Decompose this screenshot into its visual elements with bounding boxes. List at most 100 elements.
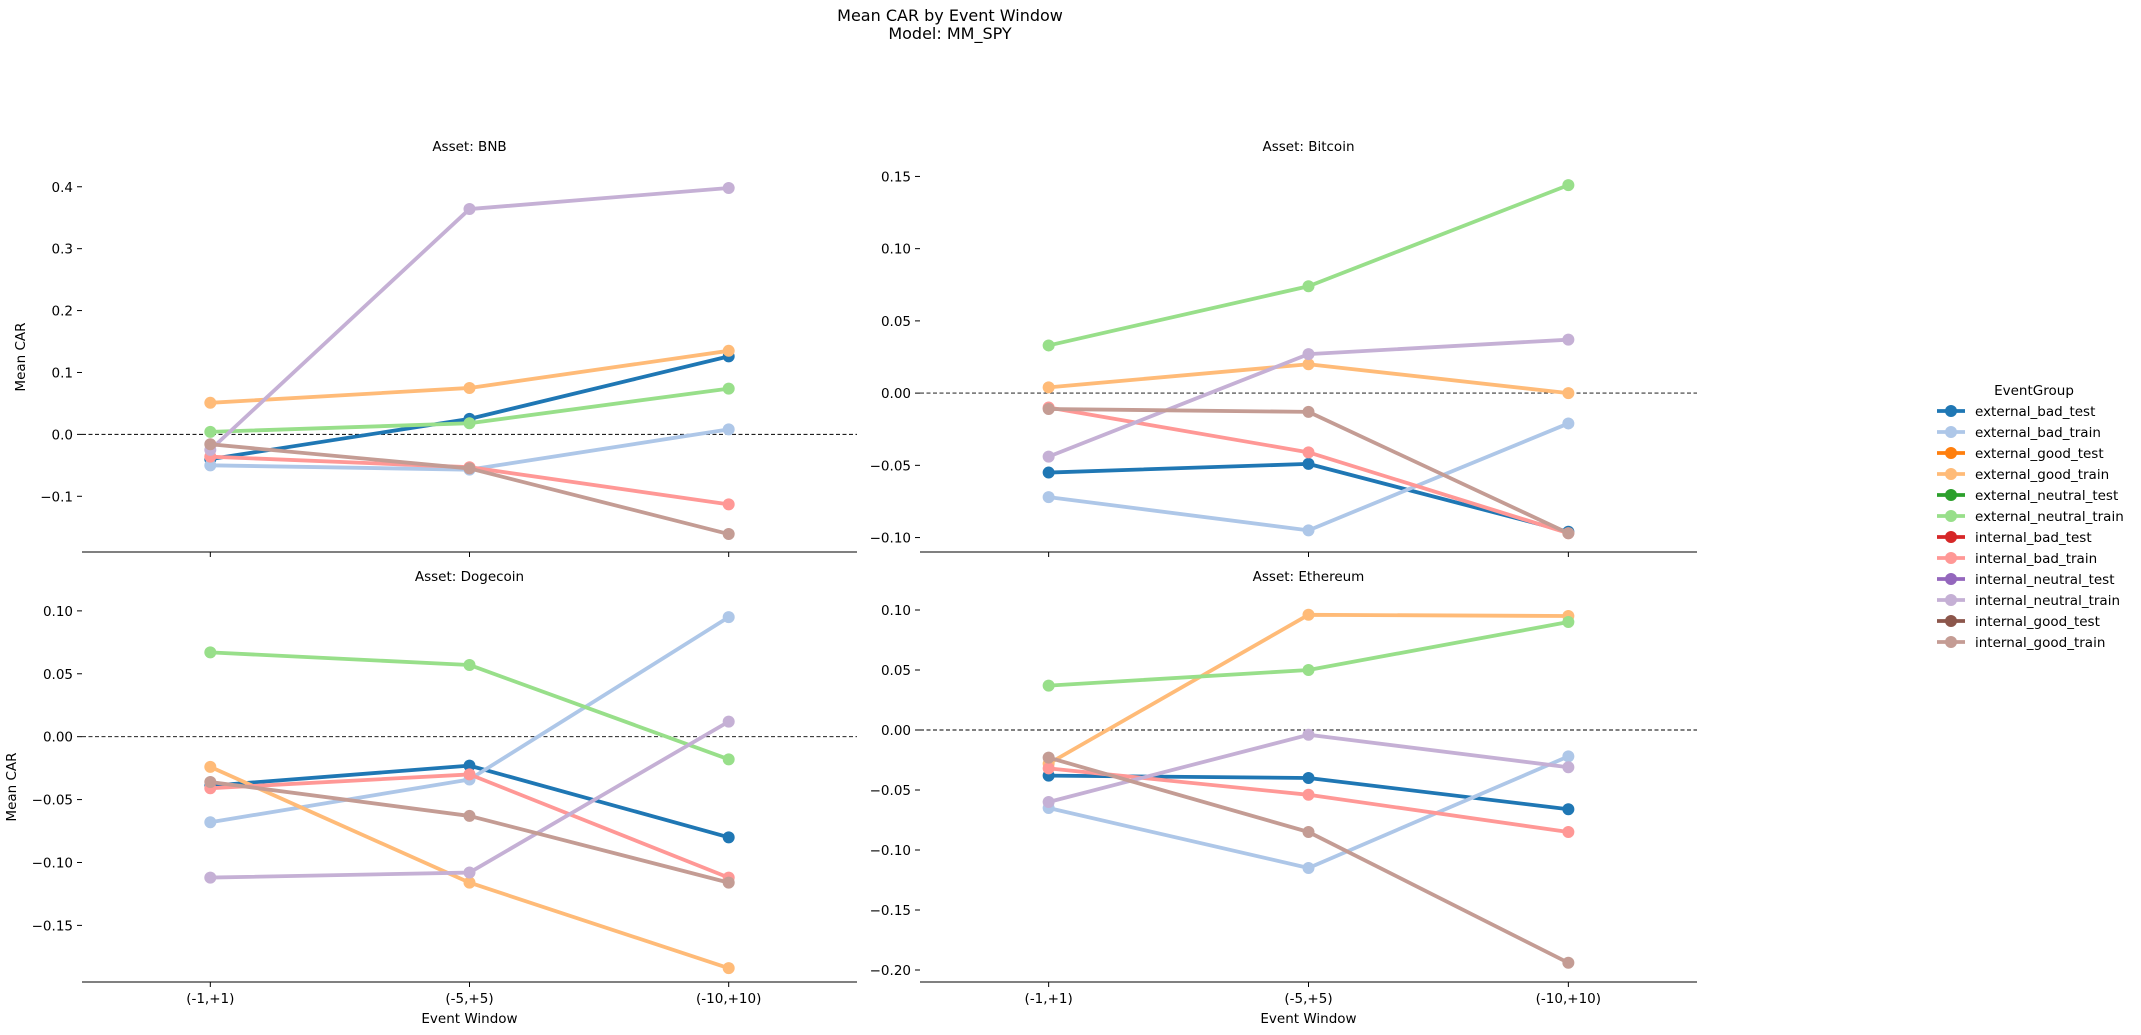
legend-marker [1945,468,1957,480]
data-point [1043,762,1055,774]
data-point [204,872,216,884]
legend-marker [1945,426,1957,438]
data-point [1303,458,1315,470]
series-line [210,444,728,534]
legend-label: external_neutral_test [1975,488,2118,504]
legend-marker [1945,573,1957,585]
legend: EventGroupexternal_bad_testexternal_bad_… [1937,383,2124,651]
data-point [1303,826,1315,838]
series-external-bad-train [1043,750,1575,874]
data-point [1303,729,1315,741]
y-tick-label: 0.10 [43,604,73,620]
data-point [1303,406,1315,418]
data-point [1562,957,1574,969]
legend-marker [1945,405,1957,417]
y-tick-label: 0.3 [52,242,73,258]
legend-entry-internal-good-test: internal_good_test [1937,614,2100,630]
y-tick-label: −0.05 [870,458,911,474]
x-tick-label: (-10,+10) [696,991,761,1007]
legend-marker [1945,447,1957,459]
y-tick-label: −0.20 [870,963,911,979]
series-internal-neutral-train [1043,334,1575,463]
legend-entry-internal-neutral-test: internal_neutral_test [1937,572,2115,588]
y-tick-label: −0.05 [32,793,73,809]
subplot-title: Asset: Bitcoin [1262,139,1354,155]
data-point [204,438,216,450]
data-point [723,423,735,435]
legend-label: external_bad_train [1975,425,2101,441]
data-point [1043,467,1055,479]
data-point [723,753,735,765]
data-point [1303,664,1315,676]
legend-entry-external-bad-train: external_bad_train [1937,425,2101,441]
legend-label: external_neutral_train [1975,509,2124,525]
data-point [204,397,216,409]
data-point [204,776,216,788]
y-tick-label: −0.10 [32,855,73,871]
data-point [464,768,476,780]
y-tick-label: −0.05 [870,783,911,799]
data-point [464,462,476,474]
series-external-bad-test [204,350,734,465]
data-point [723,498,735,510]
data-point [464,382,476,394]
data-point [1303,862,1315,874]
subplot-asset-bnb: Asset: BNB −0.1 0.0 0.1 0.2 0.3 0.4 Mean CAR [13,139,857,557]
legend-entry-external-good-train: external_good_train [1937,467,2109,483]
y-tick-label: 0.2 [52,304,73,320]
y-tick-label: 0.1 [52,365,73,381]
data-point [1562,334,1574,346]
data-point [723,345,735,357]
data-point [204,816,216,828]
data-point [204,646,216,658]
subplot-title: Asset: Dogecoin [415,569,524,585]
data-point [1043,752,1055,764]
legend-title: EventGroup [1994,383,2074,399]
data-point [204,426,216,438]
data-point [464,417,476,429]
data-point [464,659,476,671]
data-point [1043,403,1055,415]
subplot-asset-dogecoin: Asset: Dogecoin−0.15−0.10−0.050.000.050.… [4,569,857,1027]
data-point [1562,750,1574,762]
data-point [1303,280,1315,292]
data-point [1562,417,1574,429]
series-external-bad-train [1043,417,1575,536]
data-point [1303,348,1315,360]
legend-marker [1945,531,1957,543]
x-tick-label: (-5,+5) [1284,991,1332,1007]
legend-entry-external-good-test: external_good_test [1937,446,2104,462]
subplot-title: Asset: BNB [432,139,506,155]
x-tick-label: (-10,+10) [1536,991,1601,1007]
legend-entry-internal-good-train: internal_good_train [1937,635,2105,651]
legend-label: internal_good_test [1975,614,2100,630]
data-point [723,877,735,889]
legend-marker [1945,615,1957,627]
data-point [464,867,476,879]
legend-label: external_good_train [1975,467,2109,483]
data-point [464,810,476,822]
data-point [723,716,735,728]
data-point [723,182,735,194]
y-tick-label: 0.00 [43,730,73,746]
y-tick-label: 0.00 [881,723,911,739]
subplot-asset-ethereum: Asset: Ethereum −0.20 −0.15 −0.10 −0.05 0.00 0… [870,569,1697,1027]
series-line [1049,622,1569,686]
x-axis-label: Event Window [1260,1011,1356,1027]
y-tick-label: 0.4 [52,180,73,196]
data-point [1562,616,1574,628]
y-tick-label: −0.1 [40,489,73,505]
data-point [723,831,735,843]
x-tick-label: (-1,+1) [1025,991,1073,1007]
legend-label: internal_good_train [1975,635,2105,651]
y-axis-label: Mean CAR [13,322,29,391]
y-tick-label: 0.05 [881,314,911,330]
data-point [1562,803,1574,815]
legend-label: internal_neutral_test [1975,572,2115,588]
data-point [1303,609,1315,621]
series-external-neutral-train [1043,616,1575,692]
data-point [1303,772,1315,784]
legend-entry-internal-neutral-train: internal_neutral_train [1937,593,2120,609]
data-point [1303,789,1315,801]
data-point [1043,491,1055,503]
